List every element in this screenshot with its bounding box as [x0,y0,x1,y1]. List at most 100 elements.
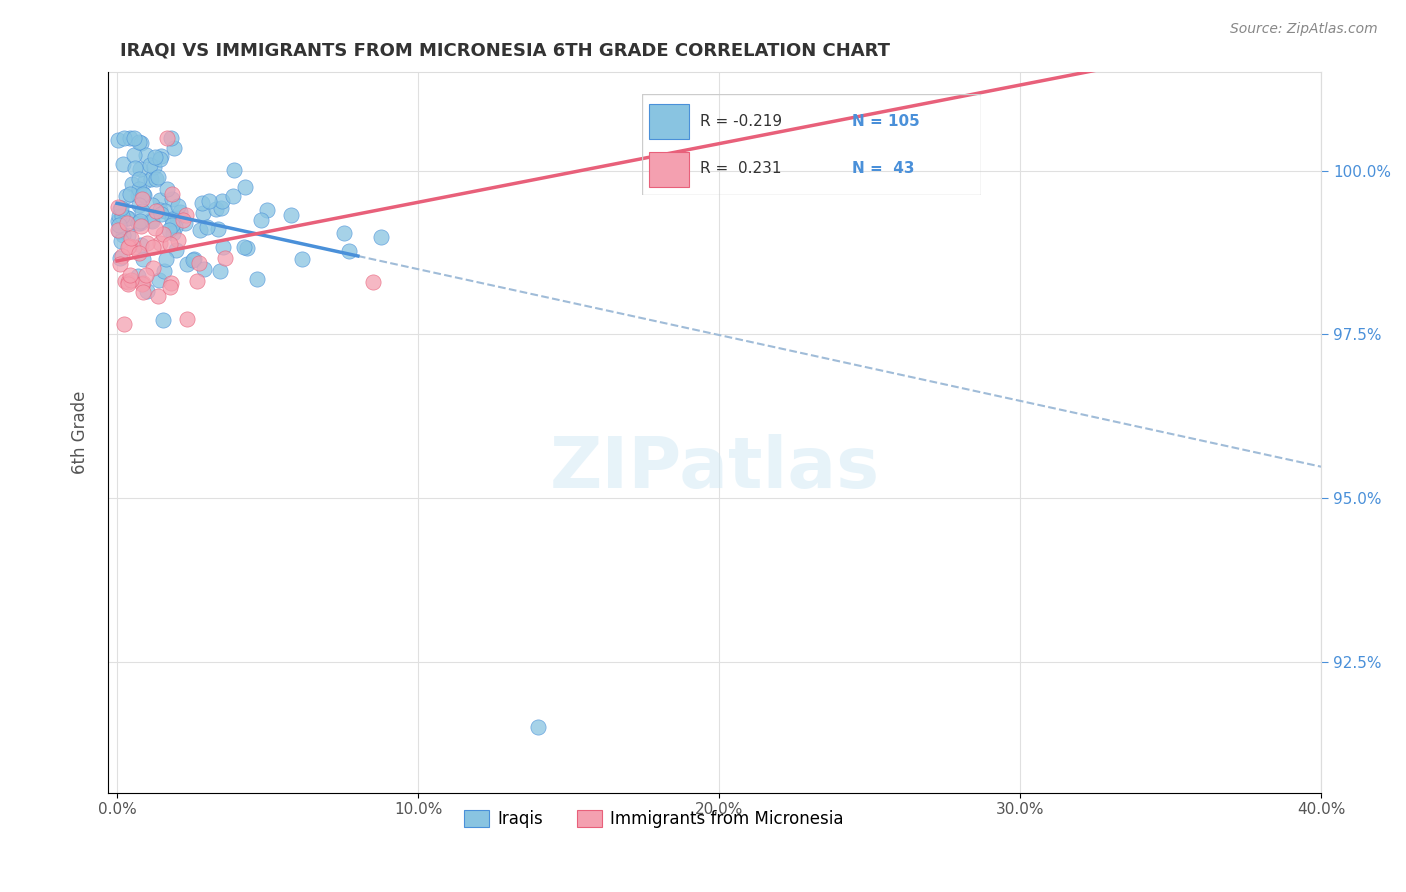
Point [132,252,155,267]
Point [129,136,152,150]
Point [120,268,142,282]
Point [159,237,181,252]
Point [157,222,180,236]
Point [107,218,129,232]
Point [235,241,257,255]
Point [370,229,392,244]
Point [337,244,360,258]
Point [149,152,172,166]
Point [207,222,229,236]
Point [155,252,177,266]
Point [127,269,149,284]
Point [209,202,232,216]
Point [108,210,131,224]
Point [333,227,356,241]
Point [112,131,135,145]
Point [128,171,150,186]
Point [174,208,197,222]
Point [160,212,183,227]
Point [124,161,146,175]
Point [110,249,132,263]
Point [117,211,139,225]
Point [120,231,142,245]
Point [131,193,153,207]
Point [110,234,132,248]
Point [152,227,174,241]
Point [124,148,146,162]
Point [160,187,183,202]
Point [148,236,170,251]
Point [108,202,131,217]
Point [122,131,145,145]
Point [188,256,211,270]
Point [167,233,190,247]
Point [117,276,139,290]
Point [233,180,256,194]
Text: ZIPatlas: ZIPatlas [550,434,880,503]
Point [111,227,134,242]
Point [156,181,179,195]
Point [115,216,138,230]
Point [186,274,208,288]
Point [131,277,153,291]
Point [108,251,131,265]
Point [122,240,145,254]
Point [111,210,134,224]
Text: Source: ZipAtlas.com: Source: ZipAtlas.com [1230,22,1378,37]
Point [222,163,245,178]
Point [135,148,157,162]
Point [142,160,165,174]
Point [111,209,134,223]
Point [160,219,183,233]
Point [129,213,152,227]
Point [150,207,173,221]
Point [143,150,166,164]
Point [527,720,550,734]
Point [129,161,152,176]
Point [145,203,167,218]
Point [108,257,131,271]
Point [146,289,169,303]
Point [166,211,188,225]
Point [141,172,163,186]
Point [280,208,302,222]
Y-axis label: 6th Grade: 6th Grade [72,391,89,475]
Point [190,196,212,211]
Point [142,240,165,254]
Point [128,198,150,212]
Point [136,284,159,298]
Point [149,193,172,207]
Legend: Iraqis, Immigrants from Micronesia: Iraqis, Immigrants from Micronesia [457,803,851,835]
Point [159,280,181,294]
Point [165,244,187,258]
Point [163,141,186,155]
Point [138,158,160,172]
Point [150,149,173,163]
Point [153,203,176,218]
Point [129,238,152,252]
Point [148,273,170,287]
Point [232,240,254,254]
Point [134,174,156,188]
Point [127,216,149,230]
Point [129,219,152,234]
Point [108,224,131,238]
Point [204,202,226,216]
Point [183,252,205,266]
Point [128,216,150,230]
Point [149,202,172,217]
Point [110,201,132,215]
Text: IRAQI VS IMMIGRANTS FROM MICRONESIA 6TH GRADE CORRELATION CHART: IRAQI VS IMMIGRANTS FROM MICRONESIA 6TH … [120,42,890,60]
Point [117,239,139,253]
Point [120,131,142,145]
Point [132,187,155,202]
Point [193,262,215,277]
Point [152,312,174,326]
Point [176,311,198,326]
Point [162,192,184,206]
Point [153,264,176,278]
Point [115,211,138,225]
Point [128,246,150,260]
Point [250,212,273,227]
Point [117,240,139,254]
